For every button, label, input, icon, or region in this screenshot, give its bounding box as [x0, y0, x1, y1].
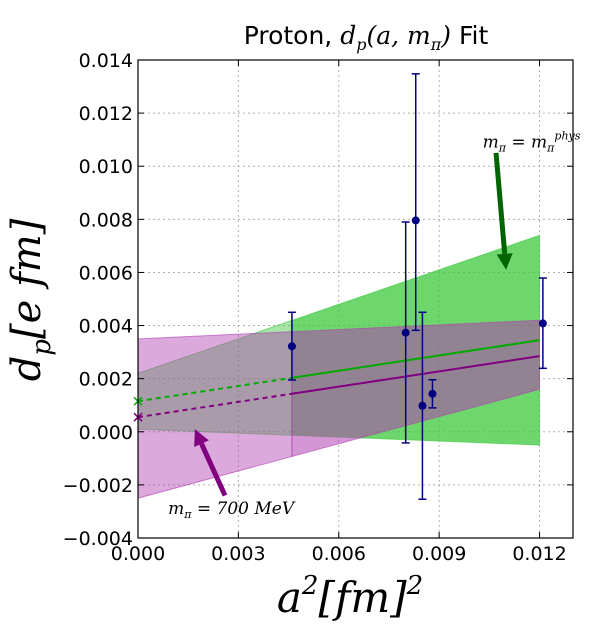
y-tick-label: −0.002 — [63, 475, 133, 497]
x-tick-label: 0.003 — [211, 543, 265, 565]
y-tick-label: 0.014 — [79, 50, 133, 72]
x-tick-label: 0.009 — [412, 543, 466, 565]
y-tick-label: 0.002 — [79, 369, 133, 391]
y-tick-label: 0.008 — [79, 209, 133, 231]
x-tick-label: 0.006 — [312, 543, 366, 565]
fit-bands — [137, 234, 541, 499]
data-point — [418, 401, 427, 410]
fit-line-extrapolated — [137, 376, 293, 403]
data-point — [287, 342, 296, 351]
y-axis-label: dp[e fm] — [4, 218, 57, 381]
y-tick-label: 0.006 — [79, 262, 133, 284]
annotations: mπ = mπphys mπ = 700 MeV — [168, 130, 581, 521]
data-points — [287, 73, 547, 500]
data-point — [428, 389, 437, 398]
y-tick-label: 0.010 — [79, 156, 133, 178]
y-tick-label: 0.012 — [79, 103, 133, 125]
annotation-arrow-shaft — [493, 152, 508, 255]
fit-line-extrapolated — [137, 392, 293, 419]
axis-ticks: 0.000 0.003 0.006 0.009 0.012 −0.004 −0.002 0.0… — [63, 50, 573, 565]
data-point — [538, 319, 547, 328]
y-tick-label: −0.004 — [63, 528, 133, 550]
fit-line — [291, 339, 540, 379]
annotation-arrow-shaft — [199, 442, 228, 497]
annotation-label: mπ = 700 MeV — [168, 499, 296, 521]
annotation-arrow-head — [496, 253, 513, 270]
data-point — [411, 216, 420, 225]
x-axis-label: a2[fm]2 — [277, 571, 423, 622]
fit-band — [291, 319, 541, 458]
y-tick-label: 0.000 — [79, 422, 133, 444]
x-tick-label: 0.000 — [111, 543, 165, 565]
annotation-arrow-head — [194, 429, 209, 447]
chart-title: Proton, dp(a, mπ) Fit — [244, 21, 489, 54]
annotation-label: mπ = mπphys — [483, 130, 581, 155]
x-tick-label: 0.012 — [512, 543, 566, 565]
plot-frame — [137, 59, 574, 539]
data-point — [401, 328, 410, 337]
y-tick-label: 0.004 — [79, 316, 133, 338]
fit-line — [291, 355, 540, 395]
